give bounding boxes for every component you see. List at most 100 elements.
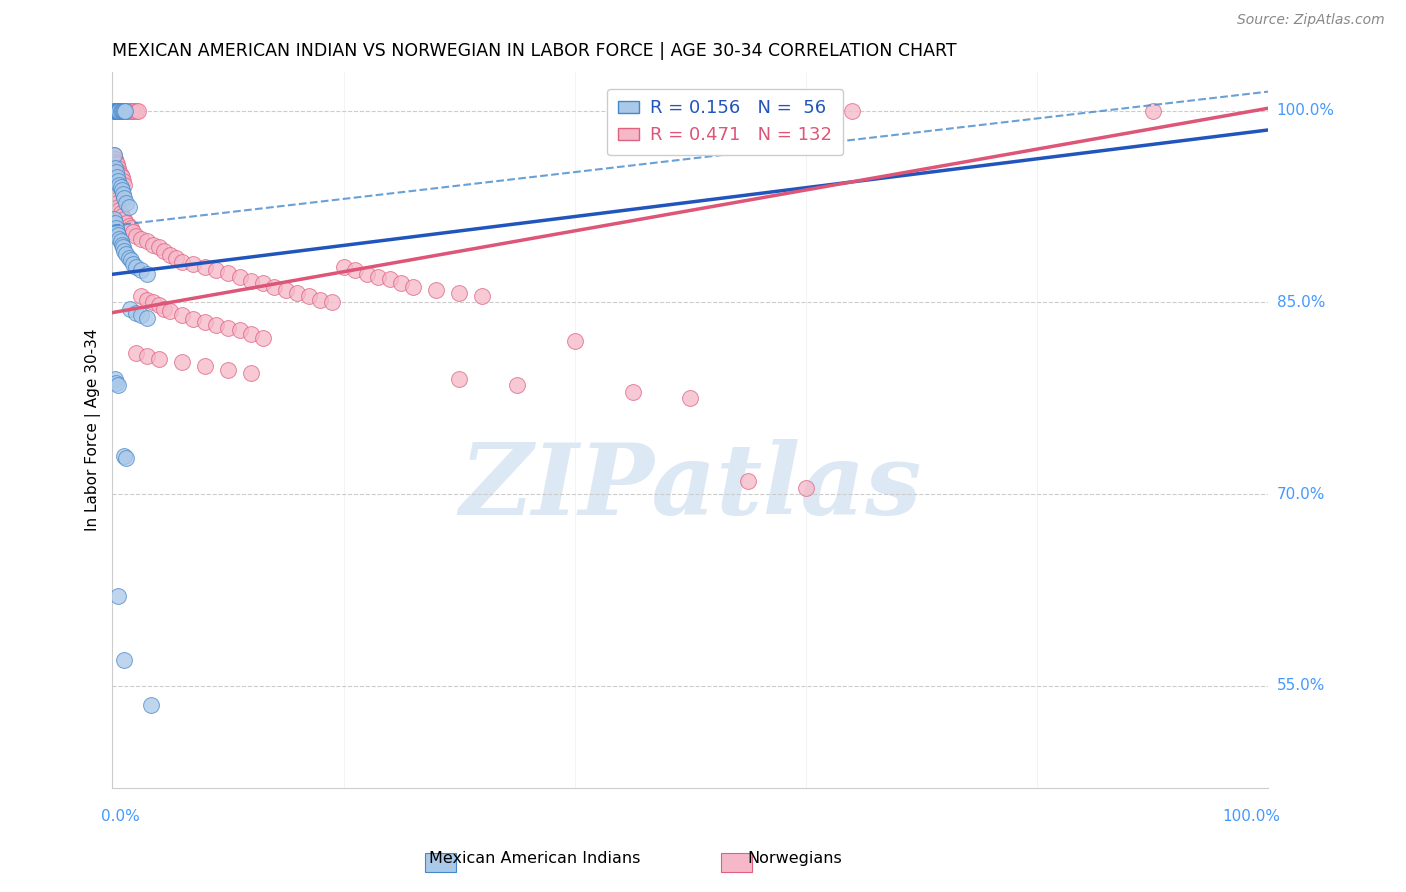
Point [506, 378, 529, 392]
Point [107, 378, 129, 392]
Point [104, 165, 127, 179]
Point [103, 186, 125, 201]
Point [136, 267, 159, 281]
Point [117, 103, 139, 118]
Point [104, 161, 127, 176]
Point [131, 231, 153, 245]
Point [194, 314, 217, 328]
Point [112, 191, 135, 205]
Point [131, 308, 153, 322]
Point [127, 103, 149, 118]
Point [131, 263, 153, 277]
Point [148, 351, 170, 366]
Point [107, 227, 129, 242]
Point [111, 183, 134, 197]
Point [165, 251, 187, 265]
Point [108, 165, 131, 179]
Text: Source: ZipAtlas.com: Source: ZipAtlas.com [1237, 13, 1385, 28]
Point [841, 103, 863, 118]
Point [110, 168, 132, 182]
Point [104, 103, 127, 118]
Point [104, 216, 127, 230]
Point [108, 178, 131, 192]
Point [205, 263, 228, 277]
Point [112, 449, 135, 463]
Point [114, 103, 136, 118]
Point [104, 103, 127, 118]
Text: 100.0%: 100.0% [1277, 103, 1334, 119]
Point [122, 103, 145, 118]
Point [103, 103, 125, 118]
Point [110, 180, 132, 194]
Point [104, 153, 127, 167]
Point [818, 103, 841, 118]
Point [117, 251, 139, 265]
Point [124, 260, 146, 274]
Point [111, 103, 134, 118]
Point [136, 349, 159, 363]
Point [170, 254, 193, 268]
Point [104, 376, 127, 390]
Point [621, 384, 644, 399]
Point [228, 269, 250, 284]
Text: 0.0%: 0.0% [101, 809, 139, 824]
Point [112, 244, 135, 259]
Text: Norwegians: Norwegians [747, 851, 842, 865]
Point [136, 234, 159, 248]
Point [153, 301, 176, 316]
Point [449, 372, 471, 386]
Point [111, 174, 134, 188]
Point [111, 209, 134, 223]
Text: 55.0%: 55.0% [1277, 678, 1324, 693]
Point [115, 247, 138, 261]
Point [142, 238, 165, 252]
Point [107, 589, 129, 603]
Point [111, 103, 134, 118]
Point [105, 103, 128, 118]
Point [391, 277, 413, 291]
Y-axis label: In Labor Force | Age 30-34: In Labor Force | Age 30-34 [86, 329, 101, 532]
Point [159, 248, 181, 262]
Point [115, 451, 138, 466]
Point [112, 103, 135, 118]
Point [115, 195, 138, 210]
Point [124, 103, 146, 118]
Point [194, 359, 217, 374]
Point [104, 221, 127, 235]
Point [794, 481, 817, 495]
Point [107, 103, 129, 118]
Point [263, 280, 285, 294]
Point [112, 103, 135, 118]
Point [110, 103, 132, 118]
Point [471, 289, 494, 303]
Point [107, 161, 129, 176]
Point [309, 293, 332, 307]
Point [344, 263, 367, 277]
Point [112, 653, 135, 667]
Point [170, 355, 193, 369]
Point [105, 225, 128, 239]
Point [120, 221, 142, 235]
Point [159, 304, 181, 318]
Point [449, 286, 471, 301]
Point [117, 200, 139, 214]
Point [240, 366, 263, 380]
Point [115, 216, 138, 230]
Point [120, 103, 142, 118]
Point [170, 308, 193, 322]
Text: 100.0%: 100.0% [1222, 809, 1279, 824]
Text: 85.0%: 85.0% [1277, 295, 1324, 310]
Point [111, 186, 134, 201]
Point [104, 103, 127, 118]
Point [194, 260, 217, 274]
Point [287, 286, 309, 301]
Point [110, 234, 132, 248]
Text: MEXICAN AMERICAN INDIAN VS NORWEGIAN IN LABOR FORCE | AGE 30-34 CORRELATION CHAR: MEXICAN AMERICAN INDIAN VS NORWEGIAN IN … [112, 42, 957, 60]
Point [205, 318, 228, 333]
Point [111, 238, 134, 252]
Point [332, 260, 354, 274]
Point [103, 148, 125, 162]
Point [105, 195, 128, 210]
Point [794, 103, 817, 118]
Point [103, 148, 125, 162]
